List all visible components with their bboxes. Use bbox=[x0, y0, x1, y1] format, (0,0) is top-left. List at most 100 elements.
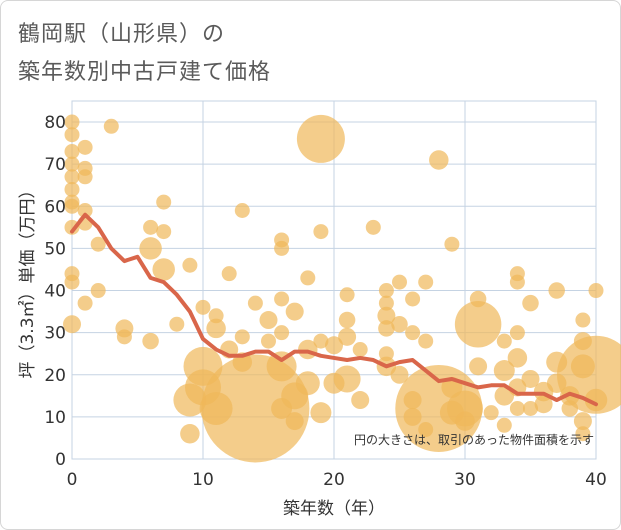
y-tick-label: 60 bbox=[44, 197, 66, 217]
bubble bbox=[234, 329, 250, 345]
bubble bbox=[405, 291, 421, 307]
bubble bbox=[575, 426, 591, 442]
chart-title-line1: 鶴岡駅（山形県）の bbox=[18, 22, 226, 47]
bubble bbox=[234, 203, 250, 219]
bubble bbox=[201, 354, 310, 463]
bubble bbox=[523, 400, 538, 416]
bubble bbox=[77, 139, 93, 155]
bubble bbox=[274, 291, 290, 307]
bubble bbox=[377, 306, 396, 325]
bubble bbox=[296, 114, 345, 163]
bubble bbox=[63, 315, 81, 334]
bubble bbox=[285, 302, 304, 321]
bubble bbox=[182, 257, 198, 273]
bubble bbox=[195, 299, 211, 315]
bubble bbox=[444, 236, 460, 252]
x-tick-label: 0 bbox=[67, 470, 78, 490]
bubble bbox=[259, 311, 278, 330]
bubble bbox=[77, 203, 93, 219]
bubble bbox=[221, 266, 237, 282]
bubble bbox=[429, 150, 449, 170]
bubble bbox=[64, 144, 80, 160]
bubble bbox=[143, 219, 159, 235]
axes: 0 10 20 30 40 0 10 20 30 40 50 60 70 80 bbox=[44, 113, 606, 490]
bubble bbox=[575, 312, 591, 328]
bubble bbox=[521, 369, 540, 388]
y-axis-label: 坪（3.3㎡）単価（万円） bbox=[18, 181, 38, 378]
bubble bbox=[418, 274, 434, 290]
bubble bbox=[180, 423, 200, 444]
bubble bbox=[64, 181, 80, 197]
bubble bbox=[313, 333, 329, 349]
bubble bbox=[338, 311, 356, 329]
bubble bbox=[313, 224, 329, 240]
bubble bbox=[103, 118, 119, 134]
bubble bbox=[390, 365, 409, 384]
bubble bbox=[352, 341, 368, 357]
bubble bbox=[392, 274, 407, 290]
bubble bbox=[77, 169, 93, 185]
y-tick-label: 0 bbox=[55, 450, 66, 470]
bubble bbox=[509, 325, 525, 341]
x-axis-label: 築年数（年） bbox=[283, 499, 385, 519]
bubble bbox=[378, 320, 395, 337]
bubble bbox=[378, 295, 394, 311]
bubble bbox=[365, 219, 381, 235]
bubble bbox=[496, 417, 512, 433]
bubble bbox=[77, 295, 93, 311]
bubble bbox=[64, 156, 80, 172]
bubble bbox=[247, 295, 263, 311]
bubble bbox=[584, 388, 608, 412]
bubble bbox=[310, 402, 332, 424]
y-tick-label: 30 bbox=[44, 324, 66, 344]
y-tick-label: 50 bbox=[44, 239, 66, 259]
bubble bbox=[455, 411, 475, 431]
x-tick-label: 40 bbox=[585, 470, 607, 490]
bubble bbox=[325, 336, 343, 355]
bubble bbox=[274, 325, 290, 341]
bubble bbox=[588, 283, 604, 299]
x-tick-label: 30 bbox=[454, 470, 476, 490]
x-tick-label: 20 bbox=[323, 470, 345, 490]
bubble bbox=[418, 333, 434, 349]
y-tick-label: 70 bbox=[44, 155, 66, 175]
bubble-layer bbox=[63, 114, 621, 463]
bubble bbox=[339, 287, 355, 303]
bubble bbox=[64, 198, 80, 214]
bubble bbox=[333, 365, 361, 393]
y-tick-label: 40 bbox=[44, 282, 66, 302]
bubble bbox=[522, 294, 539, 312]
bubble bbox=[300, 270, 316, 286]
bubble bbox=[509, 274, 525, 290]
bubble bbox=[169, 316, 185, 332]
bubble bbox=[454, 300, 502, 348]
bubble bbox=[64, 127, 80, 143]
size-note: 円の大きさは、取引のあった物件面積を示す bbox=[354, 432, 594, 447]
y-tick-label: 80 bbox=[44, 113, 66, 133]
bubble bbox=[573, 412, 592, 431]
chart-title-line2: 築年数別中古戸建て価格 bbox=[18, 60, 272, 85]
bubble bbox=[156, 194, 172, 210]
bubble bbox=[90, 283, 106, 299]
y-tick-label: 20 bbox=[44, 366, 66, 386]
bubble bbox=[338, 327, 357, 346]
bubble bbox=[266, 351, 297, 382]
bubble bbox=[378, 283, 394, 299]
bubble bbox=[548, 282, 565, 299]
bubble bbox=[90, 236, 106, 252]
trend-layer bbox=[70, 212, 598, 407]
bubble bbox=[64, 274, 80, 290]
bubble bbox=[206, 318, 226, 339]
bubble bbox=[156, 224, 172, 240]
bubble bbox=[142, 332, 159, 350]
bubble bbox=[469, 357, 488, 376]
bubble bbox=[483, 405, 499, 421]
bubble bbox=[139, 237, 162, 260]
bubble bbox=[116, 329, 132, 345]
bubble bbox=[64, 114, 80, 130]
bubble bbox=[496, 333, 512, 349]
trend-line bbox=[70, 212, 598, 407]
bubble bbox=[509, 400, 525, 416]
